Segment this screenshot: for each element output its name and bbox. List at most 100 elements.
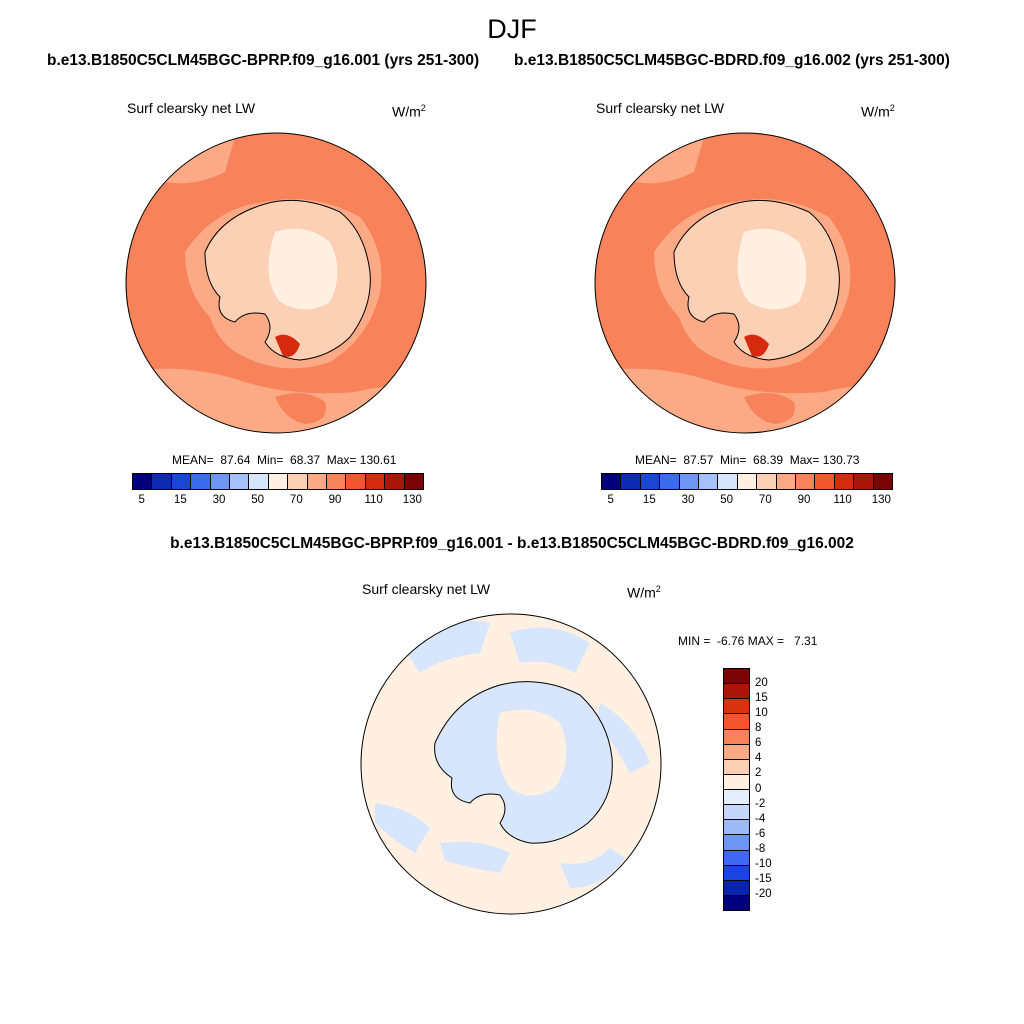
colorbar-swatch (776, 474, 797, 489)
colorbar-tick-label: 110 (833, 494, 852, 506)
colorbar-tick-label: 110 (364, 494, 383, 506)
antarctica-coastline (204, 199, 371, 361)
colorbar-swatch (724, 774, 749, 790)
colorbar-swatch (385, 474, 405, 489)
colorbar-swatch (679, 474, 700, 489)
difference-title: b.e13.B1850C5CLM45BGC-BPRP.f09_g16.001 -… (170, 535, 854, 552)
colorbar-tick-label: 8 (755, 722, 762, 735)
colorbar-swatch (210, 474, 231, 489)
colorbar-swatch (854, 474, 874, 489)
diff-negative-region (595, 703, 650, 773)
map-border (360, 613, 662, 915)
left-polar-map (125, 132, 427, 434)
colorbar-swatch (404, 474, 424, 489)
season-title: DJF (487, 14, 537, 44)
colorbar-swatch (724, 699, 749, 715)
colorbar-swatch (724, 895, 749, 910)
colorbar-swatch (724, 744, 749, 760)
colorbar-tick-label: -4 (755, 812, 766, 825)
left-units: W/m2 (392, 103, 426, 120)
colorbar-tick-label: -15 (755, 872, 772, 885)
diff-colorbar-labels: 20 15 10 8 6 4 2 0 -2 -4 -6 -8 -10 -15 -20 (755, 668, 795, 909)
diff-negative-region (560, 848, 625, 888)
antarctica-interior (268, 228, 338, 310)
colorbar-tick-label: 15 (755, 692, 768, 705)
map-border (594, 132, 896, 434)
colorbar-tick-label: 30 (681, 494, 695, 506)
warm-hotspot (275, 334, 300, 357)
ocean-main-patch (275, 393, 326, 424)
colorbar-tick-label: 70 (758, 494, 772, 506)
antarctica-coastline (673, 199, 840, 361)
colorbar-swatch (724, 850, 749, 866)
colorbar-tick-label: -10 (755, 857, 772, 870)
colorbar-tick-label: 90 (328, 494, 342, 506)
left-variable-label: Surf clearsky net LW (127, 100, 256, 116)
colorbar-swatch (640, 474, 661, 489)
colorbar-tick-label: -2 (755, 797, 766, 810)
colorbar-swatch (724, 820, 749, 836)
colorbar-swatch (757, 474, 777, 489)
diff-negative-region (375, 803, 430, 853)
colorbar-swatch (152, 474, 172, 489)
colorbar-tick-label: 10 (755, 707, 768, 720)
left-stats: MEAN= 87.64 Min= 68.37 Max= 130.61 (172, 453, 397, 467)
diff-variable-label: Surf clearsky net LW (362, 581, 491, 597)
colorbar-tick-label: 4 (755, 752, 762, 765)
diff-units: W/m2 (627, 584, 661, 601)
colorbar-tick-label: 6 (755, 737, 762, 750)
colorbar-swatch (268, 474, 289, 489)
right-stats: MEAN= 87.57 Min= 68.39 Max= 130.73 (635, 453, 860, 467)
colorbar-tick-label: 50 (720, 494, 734, 506)
colorbar-tick-label: 50 (251, 494, 265, 506)
colorbar-tick-label: 5 (607, 494, 614, 506)
colorbar-swatch (724, 865, 749, 881)
colorbar-swatch (365, 474, 386, 489)
right-variable-label: Surf clearsky net LW (596, 100, 725, 116)
colorbar-swatch (660, 474, 680, 489)
colorbar-swatch (699, 474, 719, 489)
colorbar-swatch (718, 474, 738, 489)
colorbar-swatch (288, 474, 308, 489)
colorbar-tick-label: 30 (212, 494, 226, 506)
colorbar-tick-label: -20 (755, 887, 772, 900)
right-polar-map (594, 132, 896, 434)
right-units: W/m2 (861, 103, 895, 120)
diff-stats: MIN = -6.76 MAX = 7.31 (678, 634, 818, 648)
colorbar-swatch (724, 714, 749, 730)
colorbar-swatch (724, 805, 749, 821)
colorbar-tick-label: -6 (755, 827, 766, 840)
colorbar-swatch (724, 684, 749, 700)
colorbar-tick-label: 20 (755, 677, 768, 690)
antarctica-interior (737, 228, 807, 310)
colorbar-swatch (796, 474, 816, 489)
colorbar-tick-label: 130 (871, 494, 891, 506)
colorbar-swatch (834, 474, 855, 489)
colorbar-tick-label: -8 (755, 842, 766, 855)
colorbar-swatch (724, 790, 749, 806)
colorbar-swatch (191, 474, 211, 489)
right-colorbar-labels: 5 15 30 50 70 90 110 130 (601, 494, 891, 510)
colorbar-swatch (346, 474, 366, 489)
colorbar-swatch (230, 474, 250, 489)
colorbar-swatch (307, 474, 328, 489)
colorbar-tick-label: 130 (402, 494, 422, 506)
right-case-title: b.e13.B1850C5CLM45BGC-BDRD.f09_g16.002 (… (514, 52, 950, 69)
right-colorbar (601, 473, 893, 490)
left-colorbar (132, 473, 424, 490)
map-border (125, 132, 427, 434)
colorbar-swatch (171, 474, 192, 489)
colorbar-tick-label: 0 (755, 782, 762, 795)
colorbar-swatch (815, 474, 835, 489)
antarctica-diff-interior (496, 709, 567, 796)
colorbar-swatch (724, 759, 749, 775)
colorbar-tick-label: 70 (289, 494, 303, 506)
left-case-title: b.e13.B1850C5CLM45BGC-BPRP.f09_g16.001 (… (47, 52, 480, 69)
diff-polar-map (360, 613, 662, 915)
colorbar-swatch (602, 474, 622, 489)
colorbar-tick-label: 5 (138, 494, 145, 506)
colorbar-swatch (724, 729, 749, 745)
warm-hotspot (744, 334, 769, 357)
colorbar-swatch (249, 474, 269, 489)
colorbar-swatch (724, 880, 749, 896)
